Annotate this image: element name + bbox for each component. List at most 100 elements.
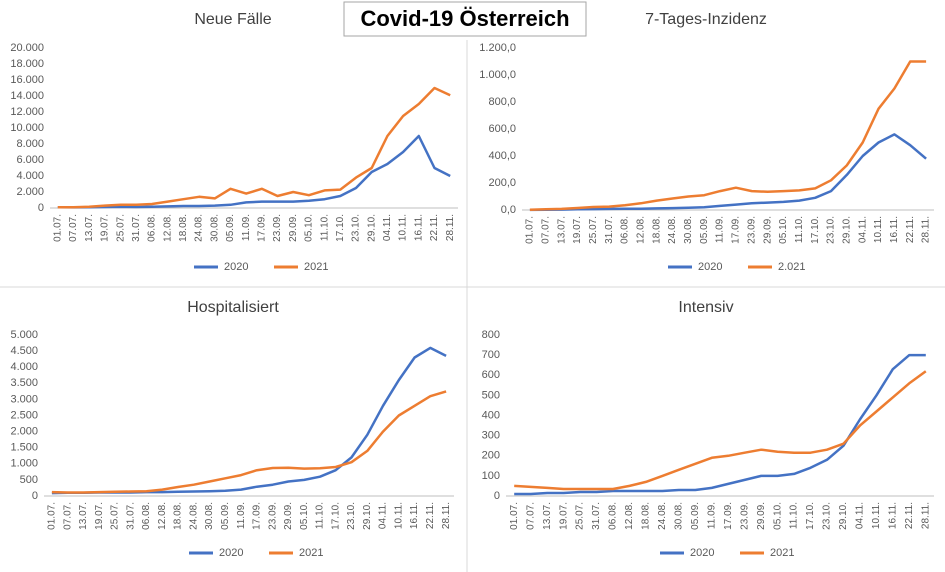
x-tick-label: 24.08. — [188, 502, 199, 530]
x-tick-label: 11.10. — [789, 502, 800, 529]
series-line — [514, 353, 926, 496]
x-tick-label: 13.07. — [78, 502, 89, 530]
x-tick-label: 05.09. — [220, 502, 231, 530]
x-tick-label: 06.08. — [147, 214, 158, 242]
x-tick-label: 16.11. — [887, 502, 898, 529]
x-tick-label: 12.08. — [635, 216, 646, 244]
y-tick-label: 200,0 — [488, 177, 516, 189]
x-tick-label: 25.07. — [588, 216, 599, 244]
y-tick-label: 0 — [32, 490, 38, 502]
y-tick-label: 10.000 — [10, 122, 44, 134]
x-tick-label: 29.09. — [288, 214, 299, 242]
x-tick-label: 28.11. — [445, 214, 456, 241]
x-tick-label: 04.11. — [855, 502, 866, 529]
x-tick-label: 07.07. — [62, 502, 73, 530]
y-tick-label: 500 — [20, 474, 38, 486]
y-tick-label: 2.500 — [10, 409, 38, 421]
y-tick-label: 800,0 — [488, 96, 516, 108]
legend-label: 2021 — [770, 547, 794, 559]
x-tick-label: 05.10. — [304, 214, 315, 242]
y-tick-label: 2.000 — [16, 186, 44, 198]
x-tick-label: 17.09. — [252, 502, 263, 530]
x-tick-label: 31.07. — [604, 216, 615, 244]
x-tick-label: 22.11. — [905, 216, 916, 243]
y-tick-label: 4.000 — [10, 361, 38, 373]
x-tick-label: 17.10. — [810, 216, 821, 244]
x-tick-label: 18.08. — [173, 502, 184, 530]
legend-label: 2021 — [304, 261, 328, 273]
y-tick-label: 200 — [482, 450, 500, 462]
x-tick-label: 01.07. — [525, 216, 536, 244]
y-tick-label: 4.500 — [10, 345, 38, 357]
x-tick-label: 07.07. — [68, 214, 79, 242]
x-tick-label: 10.11. — [393, 502, 404, 529]
legend-label: 2020 — [690, 547, 714, 559]
x-tick-label: 01.07. — [47, 502, 58, 530]
x-tick-label: 05.09. — [690, 502, 701, 530]
x-tick-label: 05.10. — [778, 216, 789, 244]
x-tick-label: 23.09. — [267, 502, 278, 530]
legend-label: 2021 — [299, 547, 323, 559]
x-tick-label: 04.11. — [378, 502, 389, 529]
y-tick-label: 0 — [38, 202, 44, 214]
x-tick-label: 30.08. — [683, 216, 694, 244]
x-tick-label: 17.10. — [330, 502, 341, 530]
y-tick-label: 400 — [482, 409, 500, 421]
y-tick-label: 500 — [482, 389, 500, 401]
x-tick-label: 30.08. — [673, 502, 684, 530]
series-line — [57, 86, 451, 209]
x-tick-label: 23.10. — [826, 216, 837, 244]
x-tick-label: 10.11. — [871, 502, 882, 529]
series-line — [529, 133, 927, 212]
x-tick-label: 13.07. — [542, 502, 553, 530]
y-tick-label: 12.000 — [10, 106, 44, 118]
x-tick-label: 23.09. — [746, 216, 757, 244]
x-tick-label: 17.10. — [335, 214, 346, 242]
y-tick-label: 20.000 — [10, 42, 44, 54]
x-tick-label: 24.08. — [657, 502, 668, 530]
x-tick-label: 16.11. — [409, 502, 420, 529]
y-tick-label: 800 — [482, 329, 500, 341]
x-tick-label: 18.08. — [178, 214, 189, 242]
legend-label: 2020 — [698, 261, 722, 273]
series-line — [529, 60, 927, 211]
x-tick-label: 29.10. — [841, 216, 852, 244]
chart-title: 7-Tages-Inzidenz — [645, 11, 767, 28]
x-tick-label: 23.09. — [272, 214, 283, 242]
x-tick-label: 11.09. — [236, 502, 247, 529]
x-tick-label: 17.09. — [731, 216, 742, 244]
x-tick-label: 18.08. — [651, 216, 662, 244]
x-tick-label: 28.11. — [920, 502, 931, 529]
x-tick-label: 05.09. — [225, 214, 236, 242]
y-tick-label: 4.000 — [16, 170, 44, 182]
x-tick-label: 11.10. — [319, 214, 330, 241]
x-tick-label: 04.11. — [382, 214, 393, 241]
chart-title: Neue Fälle — [194, 11, 271, 28]
x-tick-label: 31.07. — [125, 502, 136, 530]
x-tick-label: 29.10. — [362, 502, 373, 530]
x-tick-label: 29.10. — [838, 502, 849, 530]
x-tick-label: 05.09. — [699, 216, 710, 244]
x-tick-label: 31.07. — [131, 214, 142, 242]
series-line — [51, 390, 447, 494]
y-tick-label: 0,0 — [501, 204, 516, 216]
y-tick-label: 5.000 — [10, 329, 38, 341]
x-tick-label: 07.07. — [525, 502, 536, 530]
x-tick-label: 12.08. — [624, 502, 635, 530]
x-tick-label: 30.08. — [204, 502, 215, 530]
legend-label: 2.021 — [778, 261, 806, 273]
y-tick-label: 1.500 — [10, 442, 38, 454]
legend-label: 2020 — [224, 261, 248, 273]
x-tick-label: 25.07. — [110, 502, 121, 530]
x-tick-label: 11.10. — [794, 216, 805, 243]
y-tick-label: 600 — [482, 369, 500, 381]
x-tick-label: 10.11. — [873, 216, 884, 243]
x-tick-label: 11.09. — [241, 214, 252, 241]
x-tick-label: 23.10. — [822, 502, 833, 530]
y-tick-label: 300 — [482, 430, 500, 442]
y-tick-label: 100 — [482, 470, 500, 482]
x-tick-label: 24.08. — [667, 216, 678, 244]
x-tick-label: 28.11. — [441, 502, 452, 529]
x-tick-label: 11.10. — [315, 502, 326, 529]
